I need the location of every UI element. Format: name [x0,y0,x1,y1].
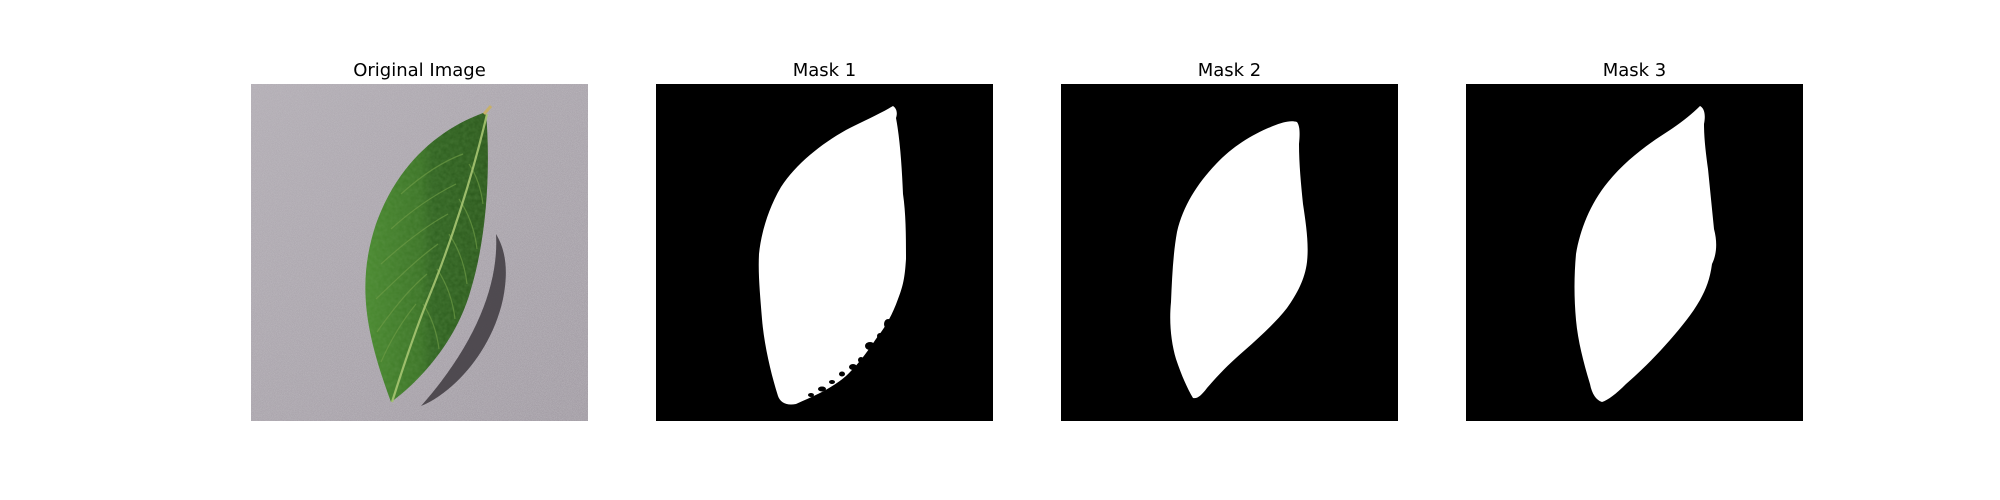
panel-title: Mask 1 [792,60,857,81]
leaf-shadow [421,234,506,406]
mask-leaf-silhouette [1574,106,1717,402]
leaf-petiole [482,105,493,115]
mask-3-image [1466,84,1803,421]
leaf-midrib [390,113,489,403]
panel-original-image: Original Image [251,60,588,425]
mask-2-image [1061,84,1398,421]
mask-leaf-silhouette [758,106,906,405]
panel-title: Mask 3 [1602,60,1667,81]
mask-noise-holes [808,319,892,397]
original-leaf-image [251,84,588,421]
panel-title: Original Image [353,60,486,81]
panel-mask-2: Mask 2 [1061,60,1398,425]
mask-leaf-silhouette [1170,121,1308,399]
panel-title: Mask 2 [1197,60,1262,81]
mask-1-image [656,84,993,421]
leaf-veins [375,153,484,363]
panel-mask-3: Mask 3 [1466,60,1803,425]
panel-mask-1: Mask 1 [656,60,993,425]
